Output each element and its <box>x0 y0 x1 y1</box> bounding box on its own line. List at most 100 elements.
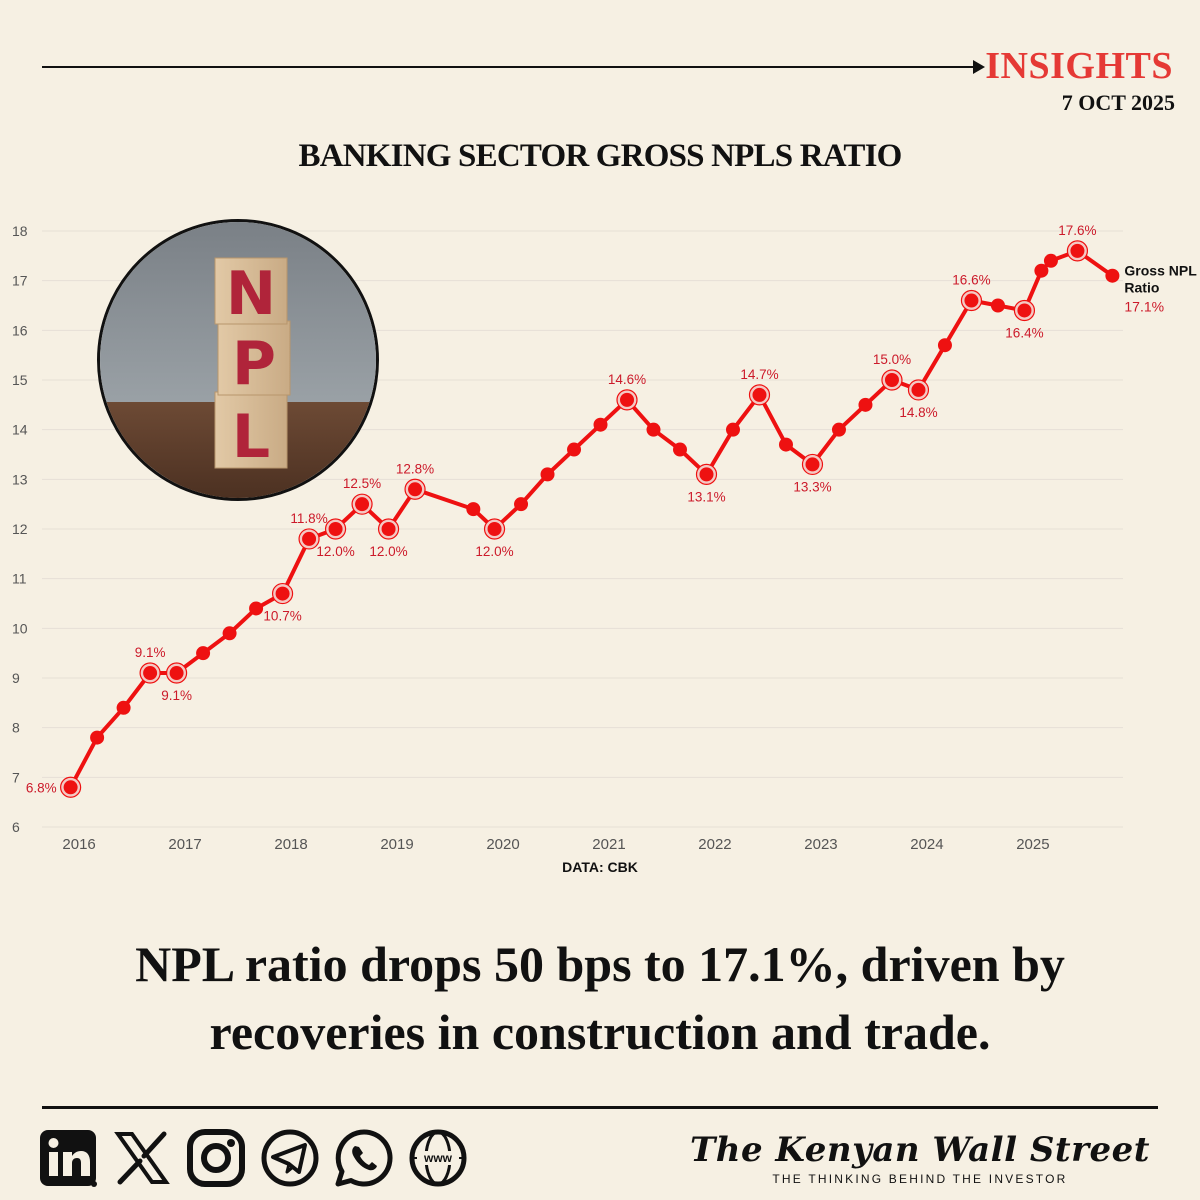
x-tick-label: 2020 <box>486 836 519 853</box>
data-point <box>540 467 555 482</box>
data-point <box>831 422 846 437</box>
brand-name: The Kenyan Wall Street <box>689 1130 1150 1170</box>
data-label: 13.3% <box>793 479 831 494</box>
data-point <box>778 437 793 452</box>
data-source: DATA: CBK <box>562 859 638 875</box>
x-tick-label: 2021 <box>592 836 625 853</box>
data-point <box>169 666 184 681</box>
y-axis-ticks: 6 7 8 9 10 11 12 13 14 15 16 17 18 <box>12 223 28 835</box>
data-point <box>673 442 688 457</box>
y-tick-label: 14 <box>12 422 28 438</box>
headline: NPL ratio drops 50 bps to 17.1%, driven … <box>0 930 1200 1066</box>
headline-line-2: recoveries in construction and trade. <box>209 1004 991 1060</box>
web-icon-label: www <box>423 1151 453 1165</box>
social-links: www <box>38 1128 468 1188</box>
publish-date: 7 OCT 2025 <box>1061 90 1175 115</box>
data-point <box>249 601 264 616</box>
data-point <box>567 442 582 457</box>
data-point <box>196 646 211 661</box>
y-tick-label: 8 <box>12 720 20 736</box>
data-point <box>1034 263 1049 278</box>
data-point <box>466 502 481 517</box>
data-label: 12.0% <box>316 544 354 559</box>
block-letter-n: N <box>226 259 276 329</box>
y-tick-label: 7 <box>12 769 20 785</box>
data-point <box>487 522 502 536</box>
series-name-label: Gross NPL <box>1124 263 1197 279</box>
x-tick-label: 2023 <box>804 836 837 853</box>
x-tick-label: 2018 <box>274 836 307 853</box>
x-tick-label: 2024 <box>910 836 943 853</box>
data-point <box>1017 303 1032 318</box>
data-label: 13.1% <box>687 489 725 504</box>
x-tick-label: 2022 <box>698 836 731 853</box>
data-label: 16.4% <box>1005 325 1043 340</box>
block-letter-l: L <box>232 402 270 472</box>
data-point <box>1105 268 1120 283</box>
header-arrow-icon <box>973 60 985 74</box>
data-point <box>990 298 1005 313</box>
y-tick-label: 18 <box>12 223 28 239</box>
data-point <box>222 626 237 641</box>
data-label: 12.8% <box>396 461 434 476</box>
data-label: 15.0% <box>873 352 911 367</box>
data-point <box>911 382 926 397</box>
x-tick-label: 2025 <box>1016 836 1049 853</box>
data-point <box>90 730 105 745</box>
header-rule <box>42 66 977 68</box>
data-label: 14.6% <box>608 372 646 387</box>
footer-rule <box>42 1106 1158 1109</box>
x-icon[interactable] <box>112 1128 172 1188</box>
y-tick-label: 11 <box>12 571 27 587</box>
data-point <box>937 338 952 353</box>
data-point <box>884 373 899 387</box>
x-tick-label: 2017 <box>168 836 201 853</box>
x-tick-label: 2019 <box>380 836 413 853</box>
data-point <box>752 387 767 402</box>
web-icon[interactable]: www <box>408 1128 468 1188</box>
data-point <box>699 467 714 482</box>
y-tick-label: 17 <box>12 273 28 289</box>
y-tick-label: 12 <box>12 521 28 537</box>
data-point <box>964 293 979 308</box>
data-label: 12.0% <box>369 544 407 559</box>
data-point <box>725 422 740 437</box>
data-points <box>60 240 1120 798</box>
data-label: 14.7% <box>740 367 778 382</box>
data-point <box>63 780 78 795</box>
whatsapp-icon[interactable] <box>334 1128 394 1188</box>
data-point <box>593 417 608 432</box>
data-label: 12.0% <box>475 544 513 559</box>
data-point <box>858 397 873 412</box>
data-label: 14.8% <box>899 405 937 420</box>
npl-blocks-photo: N P L <box>97 219 379 501</box>
series-line <box>68 248 1114 789</box>
data-point <box>620 392 635 407</box>
series-name-label: Ratio <box>1124 280 1159 296</box>
telegram-icon[interactable] <box>260 1128 320 1188</box>
linkedin-icon[interactable] <box>38 1128 98 1188</box>
y-tick-label: 13 <box>12 471 28 487</box>
data-point <box>1043 253 1058 268</box>
data-point <box>646 422 661 437</box>
data-point <box>408 482 423 497</box>
data-label: 9.1% <box>135 645 166 660</box>
brand-logo: The Kenyan Wall Street THE THINKING BEHI… <box>690 1130 1150 1186</box>
x-tick-label: 2016 <box>62 836 95 853</box>
data-label: 11.8% <box>290 511 327 526</box>
block-letter-p: P <box>232 329 276 399</box>
y-tick-label: 16 <box>12 322 28 338</box>
chart-title: BANKING SECTOR GROSS NPLS RATIO <box>298 138 903 174</box>
headline-line-1: NPL ratio drops 50 bps to 17.1%, driven … <box>135 936 1065 992</box>
y-tick-label: 9 <box>12 670 20 686</box>
instagram-icon[interactable] <box>186 1128 246 1188</box>
y-tick-label: 15 <box>12 372 28 388</box>
y-tick-label: 10 <box>12 620 28 636</box>
data-point <box>1070 243 1085 258</box>
insights-label: INSIGHTS <box>985 45 1173 87</box>
data-point <box>355 497 370 512</box>
data-label: 12.5% <box>343 476 381 491</box>
y-tick-label: 6 <box>12 819 20 835</box>
brand-tagline: THE THINKING BEHIND THE INVESTOR <box>772 1172 1068 1186</box>
data-label: 6.8% <box>26 780 57 795</box>
